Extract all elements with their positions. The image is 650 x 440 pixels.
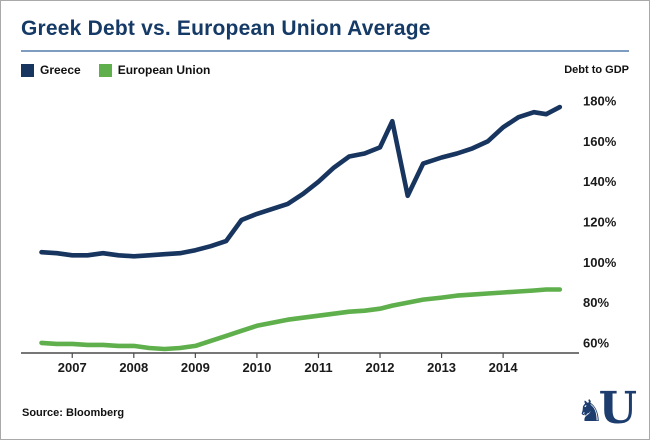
legend-item-european-union: European Union (98, 63, 211, 78)
x-tick-label: 2012 (366, 360, 395, 375)
legend: Greece European Union (21, 63, 210, 77)
x-tick-label: 2010 (242, 360, 271, 375)
greece-line (39, 104, 563, 259)
y-tick-label: 160% (583, 134, 617, 149)
legend-row: Greece European Union Debt to GDP (21, 63, 629, 77)
y-axis-title: Debt to GDP (564, 64, 629, 77)
y-tick-label: 60% (583, 336, 609, 351)
x-tick-label: 2013 (427, 360, 456, 375)
title-divider (21, 50, 629, 53)
x-tick-label: 2009 (181, 360, 210, 375)
y-tick-label: 120% (583, 215, 617, 230)
european-union-line (39, 287, 563, 352)
y-tick-label: 140% (583, 174, 617, 189)
legend-label: Greece (40, 63, 81, 78)
investment-u-logo: ♞ U (577, 387, 637, 431)
y-tick-label: 180% (583, 94, 617, 109)
x-tick-label: 2014 (489, 360, 519, 375)
legend-label: European Union (117, 63, 211, 78)
x-tick-label: 2011 (304, 360, 332, 375)
line-chart: 2007 2008 2009 2010 2011 2012 2013 2014 60% 80% 10… (21, 94, 617, 375)
y-tick-label: 80% (583, 295, 609, 310)
logo-letter: U (598, 383, 637, 434)
chart-title: Greek Debt vs. European Union Average (21, 17, 431, 40)
y-tick-label: 100% (583, 255, 617, 270)
european-union-swatch (98, 63, 112, 77)
legend-item-greece: Greece (21, 63, 81, 77)
source-note: Source: Bloomberg (22, 407, 125, 419)
plot-area: 2007 2008 2009 2010 2011 2012 2013 2014 60% 80% 10… (21, 83, 629, 378)
x-tick-label: 2008 (119, 360, 148, 375)
greece-swatch (21, 63, 34, 77)
x-tick-label: 2007 (58, 360, 87, 375)
lion-icon: ♞ (576, 395, 604, 428)
